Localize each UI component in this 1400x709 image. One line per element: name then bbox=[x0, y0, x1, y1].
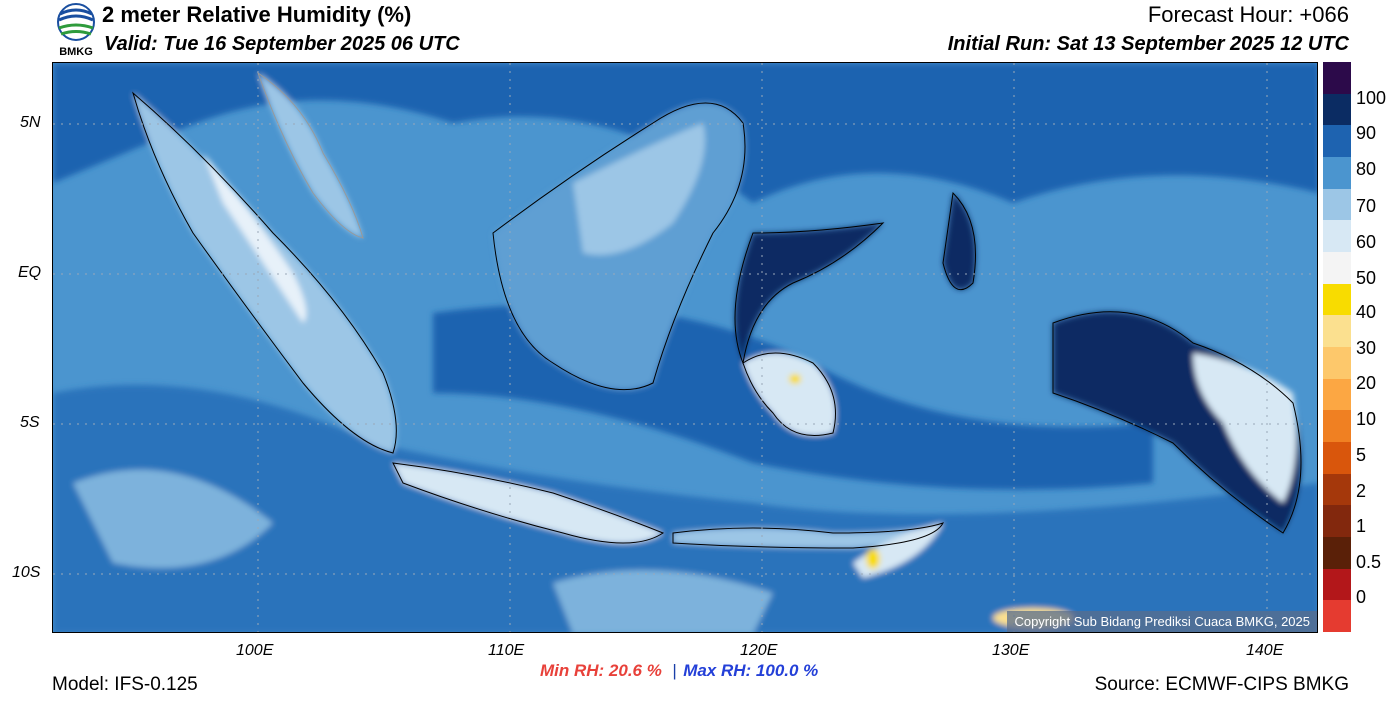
stats-line: Min RH: 20.6 % | Max RH: 100.0 % bbox=[540, 661, 818, 681]
java bbox=[393, 463, 663, 543]
colorbar-segment bbox=[1323, 378, 1351, 411]
map-canvas bbox=[53, 63, 1317, 632]
model-name: Model: IFS-0.125 bbox=[52, 674, 198, 695]
bmkg-logo-icon bbox=[57, 3, 95, 41]
colorbar-label-20: 20 bbox=[1356, 373, 1377, 393]
colorbar-label-10: 10 bbox=[1356, 409, 1377, 429]
lat-label-5s: 5S bbox=[20, 414, 40, 431]
colorbar-label-40: 40 bbox=[1356, 302, 1377, 322]
copyright-notice: Copyright Sub Bidang Prediksi Cuaca BMKG… bbox=[1007, 611, 1317, 632]
colorbar-segment bbox=[1323, 568, 1351, 601]
colorbar-segment bbox=[1323, 125, 1351, 158]
lon-label-110e: 110E bbox=[488, 642, 525, 659]
logo-text: BMKG bbox=[59, 46, 93, 58]
colorbar bbox=[1323, 62, 1351, 633]
colorbar-segment bbox=[1323, 442, 1351, 475]
humidity-map: Copyright Sub Bidang Prediksi Cuaca BMKG… bbox=[52, 62, 1318, 633]
south-ocean-band bbox=[53, 384, 1317, 632]
sulawesi-north bbox=[735, 223, 883, 363]
papua-highland bbox=[1193, 353, 1297, 503]
colorbar-label-0-5: 0.5 bbox=[1356, 552, 1382, 572]
colorbar-label-1: 1 bbox=[1356, 516, 1367, 536]
lat-label-10s: 10S bbox=[12, 564, 41, 581]
indian-ocean-light bbox=[73, 469, 273, 568]
colorbar-segment bbox=[1323, 252, 1351, 285]
dry-spot-sulawesi bbox=[789, 374, 801, 384]
colorbar-label-5: 5 bbox=[1356, 445, 1367, 465]
lat-label-eq: EQ bbox=[18, 264, 42, 281]
colorbar-segment bbox=[1323, 188, 1351, 221]
colorbar-label-30: 30 bbox=[1356, 338, 1377, 358]
stats-separator: | bbox=[672, 661, 677, 680]
colorbar-segment bbox=[1323, 62, 1351, 95]
lon-label-130e: 130E bbox=[992, 642, 1030, 659]
colorbar-segment bbox=[1323, 93, 1351, 126]
colorbar-segment bbox=[1323, 347, 1351, 380]
sulawesi-south bbox=[743, 353, 836, 436]
initial-run: Initial Run: Sat 13 September 2025 12 UT… bbox=[947, 33, 1349, 55]
gridlines bbox=[53, 63, 1317, 632]
colorbar-segment bbox=[1323, 157, 1351, 190]
colorbar-segment bbox=[1323, 283, 1351, 316]
colorbar-labels: 100 90 80 70 60 50 40 30 20 10 5 2 1 0.5… bbox=[1356, 62, 1400, 632]
lat-label-5n: 5N bbox=[20, 114, 41, 131]
bmkg-logo: BMKG bbox=[52, 2, 100, 60]
lon-label-140e: 140E bbox=[1246, 642, 1284, 659]
colorbar-label-2: 2 bbox=[1356, 481, 1367, 501]
borneo-north bbox=[573, 123, 705, 255]
colorbar-label-100: 100 bbox=[1356, 88, 1387, 108]
sumatra bbox=[133, 93, 397, 453]
dry-spot-timor bbox=[866, 549, 880, 569]
colorbar-segment bbox=[1323, 220, 1351, 253]
colorbar-segment bbox=[1323, 473, 1351, 506]
lon-label-120e: 120E bbox=[740, 642, 778, 659]
sumatra-highlands bbox=[203, 153, 307, 323]
nusa-tenggara bbox=[673, 523, 943, 548]
data-source: Source: ECMWF-CIPS BMKG bbox=[1094, 674, 1349, 695]
forecast-hour: Forecast Hour: +066 bbox=[1147, 2, 1349, 27]
colorbar-segment bbox=[1323, 505, 1351, 538]
colorbar-label-50: 50 bbox=[1356, 268, 1377, 288]
colorbar-label-80: 80 bbox=[1356, 159, 1377, 179]
timor-sea-light bbox=[553, 570, 773, 632]
colorbar-label-70: 70 bbox=[1356, 196, 1377, 216]
colorbar-segment bbox=[1323, 410, 1351, 443]
lon-label-100e: 100E bbox=[236, 642, 274, 659]
coastlines bbox=[132, 71, 1302, 549]
colorbar-segment bbox=[1323, 600, 1351, 633]
min-rh: Min RH: 20.6 % bbox=[540, 661, 662, 680]
colorbar-label-60: 60 bbox=[1356, 232, 1377, 252]
valid-time: Valid: Tue 16 September 2025 06 UTC bbox=[104, 33, 460, 55]
malay-peninsula bbox=[258, 73, 363, 238]
colorbar-segment bbox=[1323, 537, 1351, 570]
halmahera bbox=[943, 193, 976, 290]
colorbar-segment bbox=[1323, 315, 1351, 348]
colorbar-label-90: 90 bbox=[1356, 123, 1377, 143]
colorbar-label-0: 0 bbox=[1356, 587, 1367, 607]
max-rh: Max RH: 100.0 % bbox=[683, 661, 819, 680]
chart-title: 2 meter Relative Humidity (%) bbox=[102, 2, 412, 27]
